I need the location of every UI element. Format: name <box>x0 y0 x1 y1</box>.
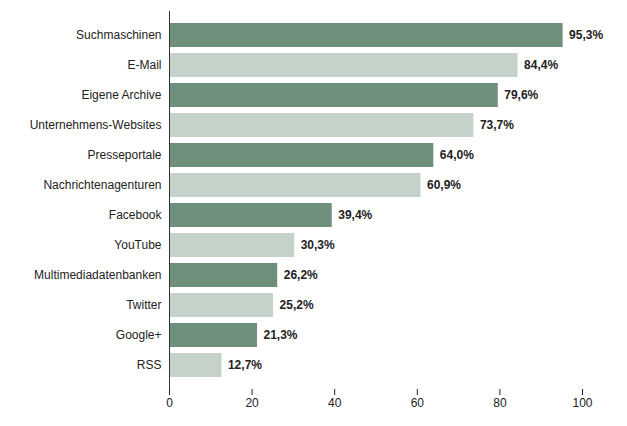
svg-text:Presseportale: Presseportale <box>87 148 161 162</box>
svg-text:84,4%: 84,4% <box>524 58 558 72</box>
svg-text:Twitter: Twitter <box>126 298 161 312</box>
svg-text:Unternehmens-Websites: Unternehmens-Websites <box>30 118 162 132</box>
svg-text:60: 60 <box>411 396 425 410</box>
svg-text:Nachrichtenagenturen: Nachrichtenagenturen <box>43 178 161 192</box>
svg-text:Suchmaschinen: Suchmaschinen <box>76 28 161 42</box>
svg-text:100: 100 <box>572 396 592 410</box>
svg-text:73,7%: 73,7% <box>480 118 514 132</box>
svg-text:YouTube: YouTube <box>114 238 161 252</box>
svg-text:21,3%: 21,3% <box>263 328 297 342</box>
svg-text:Google+: Google+ <box>116 328 162 342</box>
svg-text:40: 40 <box>328 396 342 410</box>
svg-text:39,4%: 39,4% <box>338 208 372 222</box>
svg-text:79,6%: 79,6% <box>504 88 538 102</box>
svg-text:30,3%: 30,3% <box>301 238 335 252</box>
svg-text:80: 80 <box>493 396 507 410</box>
svg-text:12,7%: 12,7% <box>228 358 262 372</box>
svg-text:60,9%: 60,9% <box>427 178 461 192</box>
svg-text:E-Mail: E-Mail <box>127 58 161 72</box>
svg-text:RSS: RSS <box>137 358 162 372</box>
svg-text:20: 20 <box>245 396 259 410</box>
svg-text:26,2%: 26,2% <box>284 268 318 282</box>
svg-text:Multimediadatenbanken: Multimediadatenbanken <box>34 268 161 282</box>
svg-text:25,2%: 25,2% <box>280 298 314 312</box>
svg-text:64,0%: 64,0% <box>440 148 474 162</box>
svg-text:95,3%: 95,3% <box>569 28 603 42</box>
svg-text:Facebook: Facebook <box>109 208 163 222</box>
svg-text:0: 0 <box>166 396 173 410</box>
svg-text:Eigene Archive: Eigene Archive <box>81 88 161 102</box>
